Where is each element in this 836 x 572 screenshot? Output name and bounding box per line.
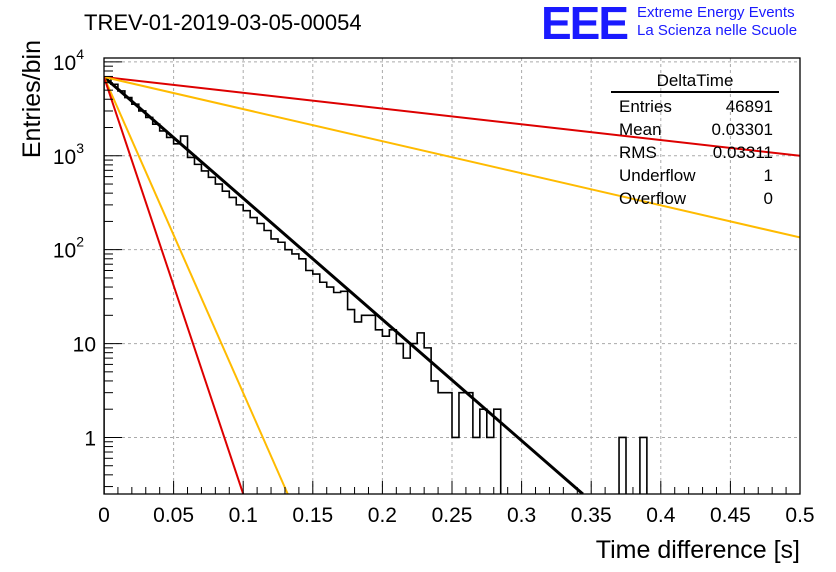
fit-line — [104, 76, 245, 494]
eee-logo: EEE — [541, 0, 629, 49]
stats-row: Entries 46891 — [611, 95, 779, 118]
y-axis-title: Entries/bin — [18, 40, 46, 158]
fit-line — [104, 76, 800, 157]
x-tick-label: 0.3 — [507, 504, 536, 527]
stats-value: 0.03311 — [712, 143, 773, 162]
stats-rows: Entries 46891 Mean 0.03301 RMS 0.03311 Underfl… — [611, 95, 779, 210]
stats-row: RMS 0.03311 — [611, 141, 779, 164]
x-tick-label: 0.2 — [368, 504, 397, 527]
y-tick-base: 10 — [53, 52, 76, 75]
x-tick-label: 0.4 — [646, 504, 676, 527]
y-tick-base: 1 — [84, 427, 96, 450]
histogram-bins — [104, 76, 648, 494]
x-tick-label: 0.15 — [292, 504, 333, 527]
y-tick-label: 103 — [53, 140, 84, 169]
x-tick-label: 0.35 — [571, 504, 612, 527]
stats-value: 1 — [763, 166, 773, 185]
y-tick-label: 102 — [53, 234, 84, 263]
x-tick-label: 0.05 — [153, 504, 194, 527]
x-tick-label: 0.25 — [432, 504, 473, 527]
stats-value: 0 — [763, 189, 773, 208]
fit-line — [104, 76, 289, 494]
stats-label: Underflow — [619, 166, 696, 185]
x-tick-label: 0.45 — [710, 504, 751, 527]
y-tick-exponent: 2 — [76, 234, 84, 250]
fit-line — [104, 75, 584, 494]
logo-caption: Extreme Energy Events La Scienza nelle S… — [637, 4, 797, 40]
y-tick-base: 10 — [53, 146, 76, 169]
y-tick-label: 10 — [73, 334, 96, 357]
stats-label: Overflow — [619, 189, 687, 208]
stats-label: RMS — [619, 143, 657, 162]
data-layer — [104, 75, 800, 494]
y-tick-exponent: 4 — [76, 46, 84, 62]
fit-line — [104, 76, 800, 239]
stats-row: Overflow 0 — [611, 187, 779, 210]
stats-label: Mean — [619, 120, 662, 139]
y-tick-exponent: 3 — [76, 140, 84, 156]
x-tick-label: 0.1 — [229, 504, 258, 527]
stats-label: Entries — [619, 97, 672, 116]
y-tick-label: 1 — [84, 427, 96, 450]
x-axis-title: Time difference [s] — [596, 536, 800, 564]
stats-row: Underflow 1 — [611, 164, 779, 187]
chart-title: TREV-01-2019-03-05-00054 — [84, 10, 362, 35]
x-tick-label: 0.5 — [785, 504, 814, 527]
logo-line-2: La Scienza nelle Scuole — [637, 22, 798, 39]
stats-box: DeltaTime Entries 46891 Mean 0.03301 RMS 0.03… — [611, 70, 779, 210]
logo-line-1: Extreme Energy Events — [637, 4, 795, 21]
stats-value: 46891 — [725, 97, 773, 116]
x-tick-label: 0 — [98, 504, 110, 527]
stats-value: 0.03301 — [711, 120, 773, 139]
y-tick-base: 10 — [53, 240, 76, 263]
y-tick-label: 104 — [53, 46, 84, 75]
stats-title: DeltaTime — [611, 70, 779, 93]
y-tick-base: 10 — [73, 334, 96, 357]
stats-row: Mean 0.03301 — [611, 118, 779, 141]
